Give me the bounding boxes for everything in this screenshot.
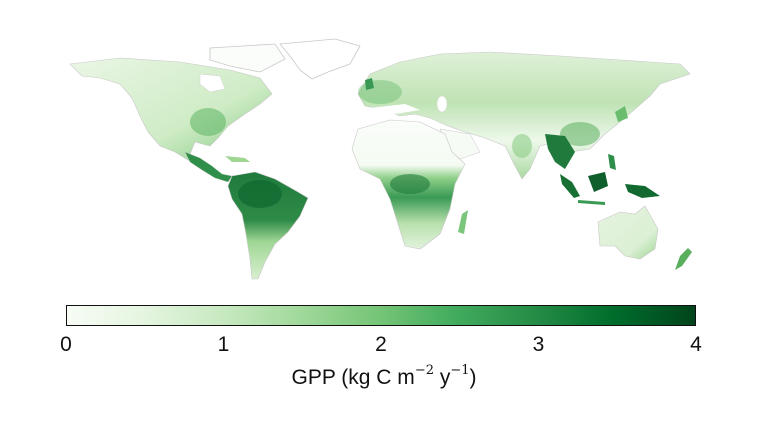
label-main: GPP (kg C m bbox=[291, 366, 415, 389]
philippines-shape bbox=[608, 154, 616, 170]
new-guinea-shape bbox=[625, 184, 660, 198]
label-mid: y bbox=[433, 366, 451, 389]
java-shape bbox=[578, 200, 605, 205]
tick-2: 2 bbox=[375, 333, 387, 356]
tick-0: 0 bbox=[60, 333, 72, 356]
borneo-shape bbox=[588, 172, 608, 192]
tick-3: 3 bbox=[532, 333, 545, 356]
caspian-sea bbox=[436, 95, 448, 113]
tick-4: 4 bbox=[690, 333, 702, 356]
label-end: ) bbox=[469, 366, 477, 389]
new-zealand-shape bbox=[675, 248, 692, 270]
uk-shape bbox=[365, 78, 374, 90]
north-america-shape bbox=[69, 57, 273, 165]
sumatra-shape bbox=[560, 174, 580, 198]
label-exponent-area: −2 bbox=[414, 363, 434, 378]
colorbar-ticks: 0 1 2 3 4 bbox=[60, 333, 702, 359]
arctic-islands-shape bbox=[209, 43, 286, 73]
japan-shape bbox=[615, 106, 628, 122]
australia-shape bbox=[597, 205, 659, 260]
amazon-region bbox=[238, 180, 282, 208]
south-china-region bbox=[560, 122, 600, 146]
central-america-shape bbox=[184, 151, 233, 183]
caribbean-shape bbox=[225, 156, 250, 162]
india-region bbox=[512, 134, 532, 158]
mediterranean-sea bbox=[370, 104, 420, 114]
eastern-us-region bbox=[190, 108, 226, 136]
madagascar-shape bbox=[458, 210, 468, 234]
colorbar bbox=[66, 305, 696, 326]
tick-1: 1 bbox=[217, 333, 230, 356]
world-gpp-map bbox=[60, 34, 710, 284]
congo-basin-region bbox=[390, 174, 430, 194]
colorbar-label: GPP (kg C m−2 y−1) bbox=[0, 363, 768, 390]
map-svg bbox=[69, 38, 692, 280]
europe-region bbox=[358, 80, 402, 104]
greenland-shape bbox=[279, 38, 361, 80]
indochina-shape bbox=[545, 134, 575, 169]
label-exponent-time: −1 bbox=[450, 363, 470, 378]
hudson-bay bbox=[199, 73, 226, 93]
